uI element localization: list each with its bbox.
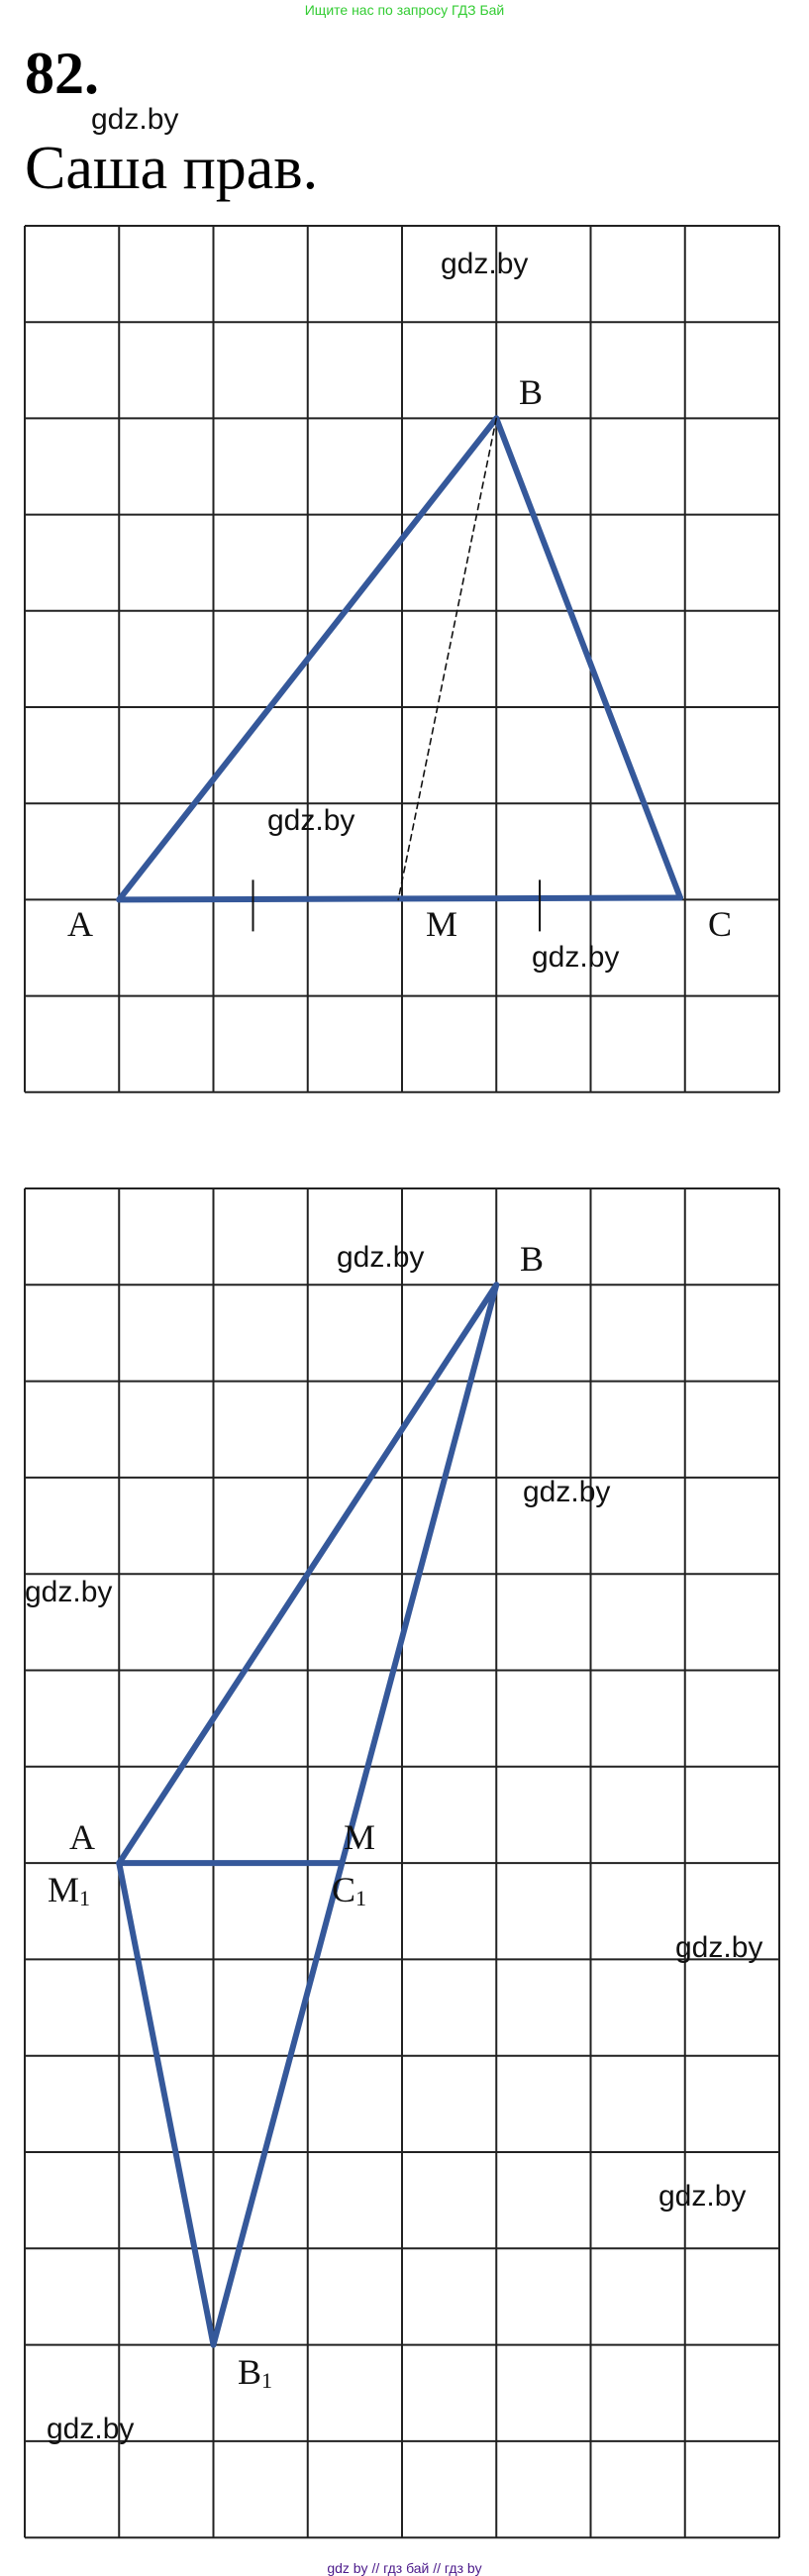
label-b1: B1 xyxy=(238,2352,273,2393)
watermark: gdz.by xyxy=(523,1476,611,1508)
label-a: A xyxy=(67,904,93,944)
watermark: gdz.by xyxy=(675,1931,763,1964)
label-c: C xyxy=(708,904,733,944)
label-m: M xyxy=(426,904,458,944)
top-banner[interactable]: Ищите нас по запросу ГДЗ Бай xyxy=(304,2,505,18)
side-ac xyxy=(116,894,683,903)
watermark: gdz.by xyxy=(532,941,620,974)
label-c1: C1 xyxy=(332,1870,367,1910)
line-bb1 xyxy=(210,1282,500,2348)
footer-links[interactable]: gdz by // гдз бай // гдз by xyxy=(327,2560,482,2576)
side-ab1 xyxy=(116,1860,217,2348)
label-m1: M1 xyxy=(48,1870,91,1910)
watermark: gdz.by xyxy=(337,1241,425,1274)
side-bc xyxy=(493,415,683,901)
watermark: gdz.by xyxy=(25,1576,113,1608)
watermark: gdz.by xyxy=(441,248,529,280)
label-b: B xyxy=(520,1239,545,1279)
side-ab xyxy=(116,1282,500,1867)
label-m: M xyxy=(344,1817,376,1857)
label-b: B xyxy=(519,372,544,412)
side-ab xyxy=(116,415,500,903)
watermark: gdz.by xyxy=(47,2413,135,2445)
watermark: gdz.by xyxy=(658,2180,747,2213)
median-bm xyxy=(397,417,498,901)
answer-text: Саша прав. xyxy=(25,135,319,202)
watermark: gdz.by xyxy=(267,804,355,837)
label-a: A xyxy=(69,1817,95,1857)
watermark: gdz.by xyxy=(91,103,179,136)
exercise-number: 82. xyxy=(25,41,99,106)
